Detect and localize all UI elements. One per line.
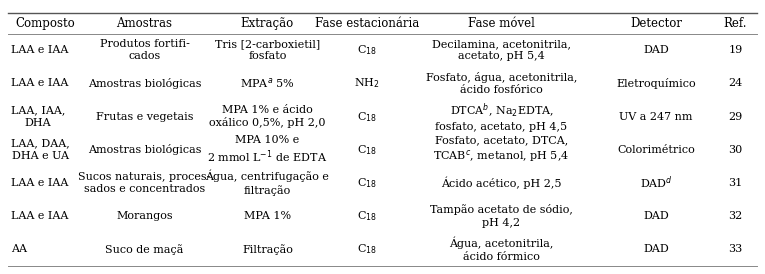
Text: Amostras biológicas: Amostras biológicas (88, 144, 201, 155)
Text: DAD: DAD (643, 211, 669, 221)
Text: DTCA$^b$, Na$_2$EDTA,
fosfato, acetato, pH 4,5: DTCA$^b$, Na$_2$EDTA, fosfato, acetato, … (435, 101, 568, 132)
Text: LAA e IAA: LAA e IAA (11, 78, 68, 89)
Text: C$_{18}$: C$_{18}$ (356, 176, 376, 190)
Text: LAA, IAA,
DHA: LAA, IAA, DHA (11, 105, 65, 128)
Text: Fosfato, água, acetonitrila,
ácido fosfórico: Fosfato, água, acetonitrila, ácido fosfó… (426, 72, 577, 95)
Text: Frutas e vegetais: Frutas e vegetais (96, 112, 194, 122)
Text: C$_{18}$: C$_{18}$ (356, 43, 376, 57)
Text: Água, centrifugação e
filtração: Água, centrifugação e filtração (206, 170, 330, 196)
Text: LAA e IAA: LAA e IAA (11, 211, 68, 221)
Text: Suco de maçã: Suco de maçã (106, 244, 184, 255)
Text: Colorimétrico: Colorimétrico (617, 145, 695, 155)
Text: Tris [2-carboxietil]
fosfato: Tris [2-carboxietil] fosfato (215, 39, 320, 61)
Text: DAD$^d$: DAD$^d$ (640, 175, 672, 191)
Text: UV a 247 nm: UV a 247 nm (620, 112, 693, 122)
Text: Fase móvel: Fase móvel (468, 17, 535, 30)
Text: Composto: Composto (15, 17, 75, 30)
Text: C$_{18}$: C$_{18}$ (356, 110, 376, 124)
Text: 32: 32 (728, 211, 743, 221)
Text: Ref.: Ref. (724, 17, 747, 30)
Text: Detector: Detector (630, 17, 682, 30)
Text: Filtração: Filtração (242, 244, 293, 255)
Text: 24: 24 (728, 78, 743, 89)
Text: 33: 33 (728, 244, 743, 254)
Text: Amostras biológicas: Amostras biológicas (88, 78, 201, 89)
Text: Produtos fortifi-
cados: Produtos fortifi- cados (99, 39, 190, 61)
Text: Tampão acetato de sódio,
pH 4,2: Tampão acetato de sódio, pH 4,2 (430, 204, 573, 228)
Text: 30: 30 (728, 145, 743, 155)
Text: Sucos naturais, proces-
sados e concentrados: Sucos naturais, proces- sados e concentr… (78, 172, 210, 194)
Text: Decilamina, acetonitrila,
acetato, pH 5,4: Decilamina, acetonitrila, acetato, pH 5,… (432, 39, 571, 61)
Text: MPA 1% e ácido
oxálico 0,5%, pH 2,0: MPA 1% e ácido oxálico 0,5%, pH 2,0 (209, 105, 326, 129)
Text: NH$_2$: NH$_2$ (353, 76, 379, 90)
Text: LAA, DAA,
DHA e UA: LAA, DAA, DHA e UA (11, 139, 70, 161)
Text: LAA e IAA: LAA e IAA (11, 45, 68, 55)
Text: DAD: DAD (643, 45, 669, 55)
Text: Extração: Extração (241, 17, 294, 30)
Text: MPA 1%: MPA 1% (244, 211, 291, 221)
Text: Eletroquímico: Eletroquímico (617, 78, 696, 89)
Text: MPA 10% e
2 mmol L$^{-1}$ de EDTA: MPA 10% e 2 mmol L$^{-1}$ de EDTA (207, 135, 327, 165)
Text: C$_{18}$: C$_{18}$ (356, 143, 376, 157)
Text: Ácido acético, pH 2,5: Ácido acético, pH 2,5 (441, 177, 562, 189)
Text: C$_{18}$: C$_{18}$ (356, 209, 376, 223)
Text: AA: AA (11, 244, 27, 254)
Text: Fosfato, acetato, DTCA,
TCAB$^c$, metanol, pH 5,4: Fosfato, acetato, DTCA, TCAB$^c$, metano… (434, 135, 570, 164)
Text: Fase estacionária: Fase estacionária (314, 17, 418, 30)
Text: LAA e IAA: LAA e IAA (11, 178, 68, 188)
Text: MPA$^a$ 5%: MPA$^a$ 5% (240, 76, 295, 90)
Text: Água, acetonitrila,
ácido fórmico: Água, acetonitrila, ácido fórmico (449, 237, 554, 262)
Text: Morangos: Morangos (116, 211, 173, 221)
Text: C$_{18}$: C$_{18}$ (356, 242, 376, 256)
Text: 29: 29 (728, 112, 743, 122)
Text: 19: 19 (728, 45, 743, 55)
Text: DAD: DAD (643, 244, 669, 254)
Text: Amostras: Amostras (116, 17, 172, 30)
Text: 31: 31 (728, 178, 743, 188)
